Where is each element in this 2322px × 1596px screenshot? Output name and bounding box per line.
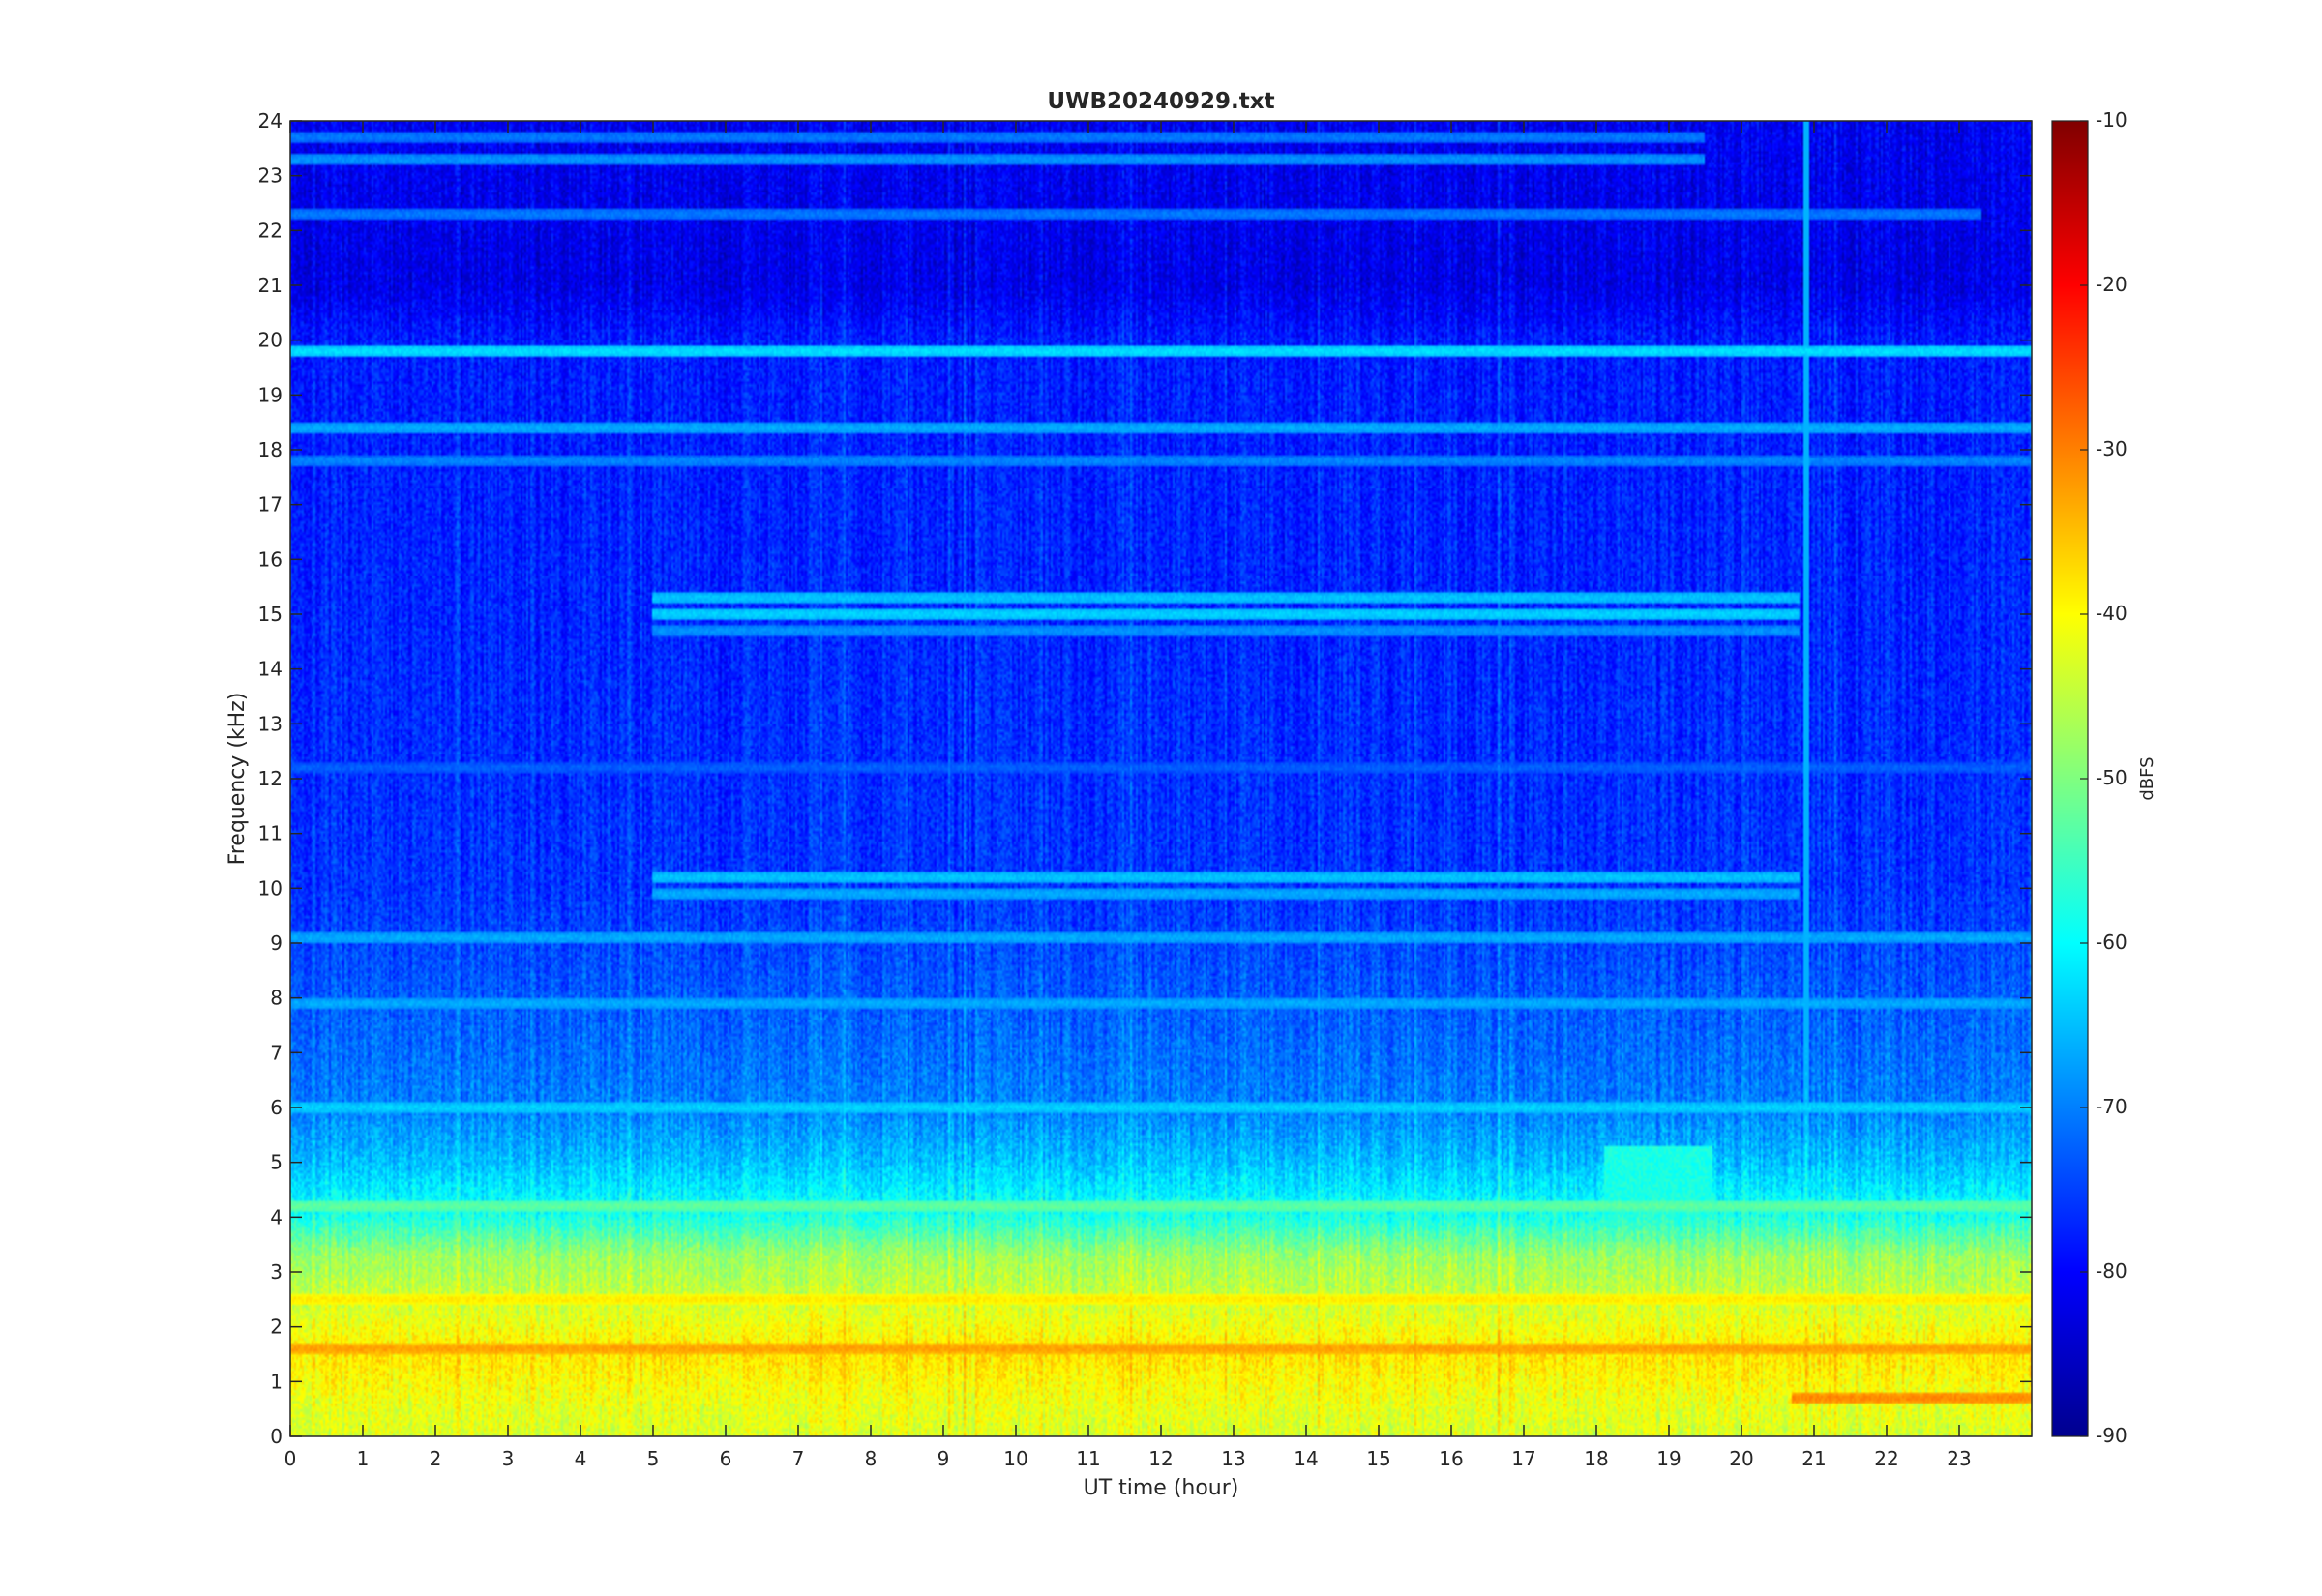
x-tick-label: 10 <box>1003 1447 1027 1470</box>
x-axis-ticks: 0 1 2 3 4 5 6 7 8 9 10 11 12 13 14 15 16 17 18 19 20 21 22 23 <box>284 121 1972 1470</box>
x-tick-label: 16 <box>1439 1447 1463 1470</box>
y-tick-label: 17 <box>258 493 283 517</box>
y-tick-label: 19 <box>258 383 283 406</box>
colorbar-tick-label: -70 <box>2096 1095 2128 1118</box>
y-tick-label: 6 <box>270 1096 283 1119</box>
x-tick-label: 8 <box>865 1447 878 1470</box>
x-tick-label: 13 <box>1221 1447 1245 1470</box>
colorbar-tick-label: -90 <box>2096 1424 2128 1447</box>
colorbar-tick-label: -80 <box>2096 1259 2128 1283</box>
y-tick-label: 5 <box>270 1151 283 1174</box>
x-tick-label: 19 <box>1656 1447 1681 1470</box>
y-tick-label: 9 <box>270 931 283 955</box>
x-tick-label: 0 <box>284 1447 297 1470</box>
y-tick-label: 7 <box>270 1041 283 1064</box>
y-tick-label: 24 <box>258 109 283 133</box>
y-axis-label: Frequency (kHz) <box>225 693 250 866</box>
y-tick-label: 14 <box>258 658 283 681</box>
y-tick-label: 1 <box>270 1370 283 1393</box>
x-tick-label: 7 <box>792 1447 805 1470</box>
y-tick-label: 12 <box>258 767 283 790</box>
x-tick-label: 23 <box>1947 1447 1971 1470</box>
y-tick-label: 10 <box>258 876 283 900</box>
x-tick-label: 15 <box>1366 1447 1390 1470</box>
spectrogram-heatmap <box>290 121 2032 1436</box>
y-tick-label: 23 <box>258 164 283 188</box>
x-tick-label: 14 <box>1294 1447 1318 1470</box>
x-tick-label: 6 <box>720 1447 732 1470</box>
y-tick-label: 18 <box>258 438 283 461</box>
y-tick-label: 15 <box>258 603 283 626</box>
x-tick-label: 11 <box>1076 1447 1100 1470</box>
x-tick-label: 4 <box>575 1447 587 1470</box>
x-tick-label: 20 <box>1729 1447 1753 1470</box>
y-tick-label: 21 <box>258 274 283 297</box>
chart-title: UWB20240929.txt <box>1047 89 1274 114</box>
x-axis-label: UT time (hour) <box>1084 1476 1239 1500</box>
colorbar-tick-label: -30 <box>2096 437 2128 460</box>
colorbar-ticks: -10 -20 -30 -40 -50 -60 -70 -80 -90 <box>2080 108 2128 1447</box>
x-tick-label: 12 <box>1148 1447 1173 1470</box>
colorbar-label: dBFS <box>2137 756 2158 800</box>
colorbar-tick-label: -10 <box>2096 108 2128 132</box>
colorbar-tick-label: -20 <box>2096 273 2128 296</box>
y-tick-label: 0 <box>270 1425 283 1448</box>
y-tick-label: 22 <box>258 219 283 242</box>
y-tick-label: 8 <box>270 987 283 1010</box>
x-tick-label: 1 <box>357 1447 370 1470</box>
y-tick-label: 4 <box>270 1205 283 1228</box>
y-tick-label: 16 <box>258 547 283 571</box>
colorbar-tick-label: -60 <box>2096 931 2128 954</box>
x-tick-label: 2 <box>430 1447 442 1470</box>
y-tick-label: 20 <box>258 329 283 352</box>
colorbar-tick-label: -50 <box>2096 766 2128 789</box>
x-tick-label: 3 <box>502 1447 515 1470</box>
colorbar-tick-label: -40 <box>2096 602 2128 625</box>
y-tick-label: 11 <box>258 822 283 845</box>
y-tick-label: 3 <box>270 1260 283 1284</box>
y-tick-label: 2 <box>270 1315 283 1339</box>
x-tick-label: 5 <box>647 1447 660 1470</box>
x-tick-label: 17 <box>1511 1447 1535 1470</box>
x-tick-label: 18 <box>1584 1447 1608 1470</box>
x-tick-label: 9 <box>938 1447 950 1470</box>
y-tick-label: 13 <box>258 712 283 735</box>
x-tick-label: 22 <box>1874 1447 1898 1470</box>
x-tick-label: 21 <box>1801 1447 1826 1470</box>
